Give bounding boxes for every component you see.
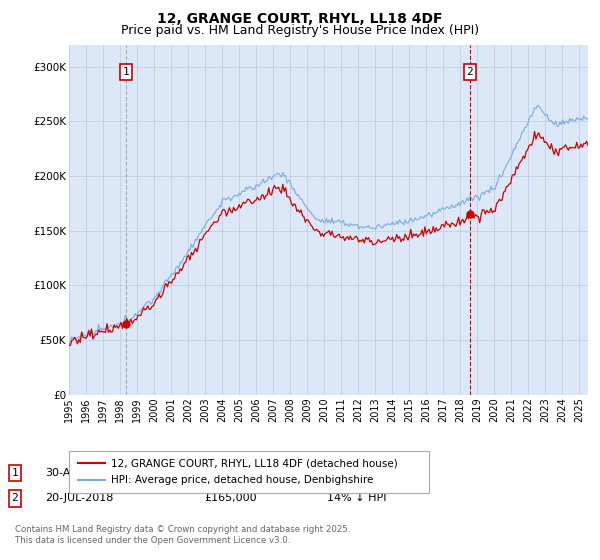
Text: Price paid vs. HM Land Registry's House Price Index (HPI): Price paid vs. HM Land Registry's House … xyxy=(121,24,479,36)
Text: 14% ↓ HPI: 14% ↓ HPI xyxy=(327,493,386,503)
Text: 20-JUL-2018: 20-JUL-2018 xyxy=(45,493,113,503)
Text: 1: 1 xyxy=(11,468,19,478)
Text: 2: 2 xyxy=(466,67,473,77)
Text: £165,000: £165,000 xyxy=(204,493,257,503)
Text: 30-APR-1998: 30-APR-1998 xyxy=(45,468,117,478)
Text: 12, GRANGE COURT, RHYL, LL18 4DF: 12, GRANGE COURT, RHYL, LL18 4DF xyxy=(157,12,443,26)
Text: HPI: Average price, detached house, Denbighshire: HPI: Average price, detached house, Denb… xyxy=(111,475,373,485)
Text: 1: 1 xyxy=(122,67,129,77)
Text: 6% ↑ HPI: 6% ↑ HPI xyxy=(327,468,379,478)
Text: 12, GRANGE COURT, RHYL, LL18 4DF (detached house): 12, GRANGE COURT, RHYL, LL18 4DF (detach… xyxy=(111,458,398,468)
Text: Contains HM Land Registry data © Crown copyright and database right 2025.
This d: Contains HM Land Registry data © Crown c… xyxy=(15,525,350,545)
Text: £65,000: £65,000 xyxy=(204,468,250,478)
Text: 2: 2 xyxy=(11,493,19,503)
